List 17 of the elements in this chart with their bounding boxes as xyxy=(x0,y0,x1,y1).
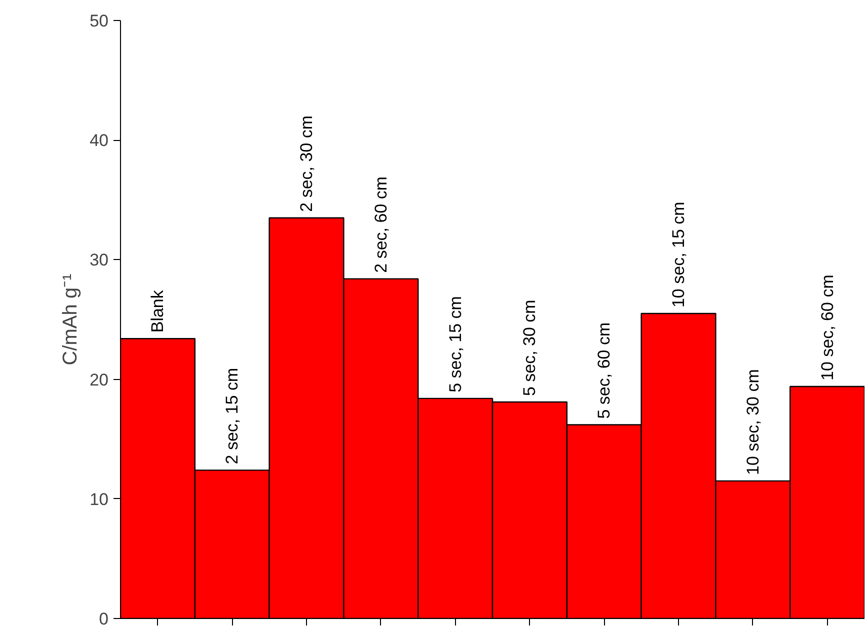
y-tick-label: 30 xyxy=(90,250,109,270)
x-tick-label: 2 sec, 60 cm xyxy=(371,176,390,273)
y-tick-label: 50 xyxy=(90,12,109,30)
x-tick-label: 10 sec, 15 cm xyxy=(669,202,688,308)
y-tick-label: 20 xyxy=(90,370,109,390)
x-tick-label: 5 sec, 60 cm xyxy=(594,322,614,419)
x-tick-label: 10 sec, 60 cm xyxy=(818,274,837,380)
x-tick-label: 10 sec, 30 cm xyxy=(743,369,762,475)
x-tick-label: Blank xyxy=(148,290,168,333)
y-tick-label: 40 xyxy=(90,131,109,150)
x-tick-label: 5 sec, 30 cm xyxy=(520,300,540,396)
y-tick-label: 10 xyxy=(90,490,109,509)
x-tick-label: 2 sec, 30 cm xyxy=(297,115,316,212)
y-axis-title: C/mAh g⁻¹ xyxy=(60,273,82,366)
x-tick-label: 5 sec, 15 cm xyxy=(446,296,465,392)
y-tick-label: 0 xyxy=(99,610,109,628)
x-tick-label: 2 sec, 15 cm xyxy=(222,368,242,464)
